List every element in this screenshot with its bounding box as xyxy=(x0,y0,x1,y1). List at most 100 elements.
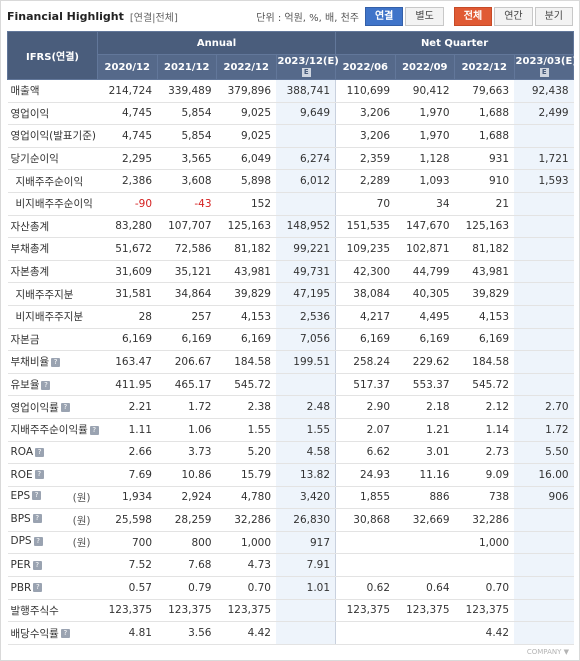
table-cell: 931 xyxy=(454,147,515,171)
table-cell: 6,169 xyxy=(454,328,515,352)
table-cell: 24.93 xyxy=(335,463,396,487)
help-icon[interactable]: ? xyxy=(34,470,44,480)
help-icon[interactable]: ? xyxy=(51,357,61,367)
table-cell xyxy=(514,282,574,306)
table-cell: 1,093 xyxy=(395,169,455,193)
table-cell: 32,286 xyxy=(454,508,515,532)
help-icon[interactable]: ? xyxy=(33,583,43,593)
table-cell: 738 xyxy=(454,486,515,510)
help-icon[interactable]: ? xyxy=(60,403,70,413)
table-cell: 6,169 xyxy=(395,328,455,352)
table-cell: 32,286 xyxy=(216,508,276,532)
table-cell: 1,688 xyxy=(454,124,515,148)
table-cell: 184.58 xyxy=(216,350,276,374)
table-cell: 39,829 xyxy=(216,282,276,306)
table-cell xyxy=(335,621,396,645)
table-cell: 2.12 xyxy=(454,395,515,419)
table-row: ROE? 7.69 10.86 15.79 13.82 24.93 11.16 9.09 16.… xyxy=(7,463,574,487)
table-cell: 2.07 xyxy=(335,418,396,442)
table-cell: 72,586 xyxy=(157,237,217,261)
table-row: 영업이익(발표기준) 4,745 5,854 9,025 3,206 1,970 1,688 xyxy=(7,124,574,148)
table-row: EPS? (원) 1,934 2,924 4,780 3,420 1,855 886 738 90… xyxy=(7,486,574,510)
column-header: 2022/06 xyxy=(335,54,396,80)
table-cell: 42,300 xyxy=(335,260,396,284)
table-cell: 6,169 xyxy=(97,328,157,352)
table-cell: 30,868 xyxy=(335,508,396,532)
table-cell: 125,163 xyxy=(454,215,515,239)
table-cell: 7,056 xyxy=(276,328,336,352)
table-cell: 123,375 xyxy=(335,599,396,623)
toggle-all-button[interactable]: 전체 xyxy=(453,6,493,26)
table-cell: 886 xyxy=(395,486,455,510)
table-cell: 0.70 xyxy=(216,576,276,600)
table-cell: 910 xyxy=(454,169,515,193)
row-label-cell: 유보율? xyxy=(7,373,98,397)
table-cell: 2.73 xyxy=(454,441,515,465)
help-icon[interactable]: ? xyxy=(41,380,51,390)
table-cell xyxy=(335,531,396,555)
panel-header: Financial Highlight [연결|전체] 단위 : 억원, %, … xyxy=(1,1,579,31)
table-cell: 7.91 xyxy=(276,553,336,578)
footer-label[interactable]: COMPANY ▼ xyxy=(526,648,569,656)
table-cell: 379,896 xyxy=(216,79,276,103)
toggle-separate-button[interactable]: 별도 xyxy=(405,6,444,26)
table-cell: 3,420 xyxy=(276,486,336,510)
table-cell: 411.95 xyxy=(97,373,157,397)
table-cell: 1.72 xyxy=(157,395,217,419)
row-label-cell: BPS? (원) xyxy=(7,508,98,532)
toggle-quarter-button[interactable]: 분기 xyxy=(534,6,573,26)
column-header: 2023/03(E)E xyxy=(513,54,577,80)
table-row: 자산총계 83,280 107,707 125,163 148,952 151,535 14… xyxy=(7,215,574,239)
won-unit-label: (원) xyxy=(72,491,91,504)
table-cell: 2,386 xyxy=(97,169,157,193)
table-cell: 5.50 xyxy=(514,441,574,465)
table-cell: 151,535 xyxy=(335,215,396,239)
help-icon[interactable]: ? xyxy=(60,629,70,639)
help-icon[interactable]: ? xyxy=(32,560,42,570)
table-cell: 90,412 xyxy=(395,79,455,103)
row-label: 자본금 xyxy=(10,333,40,346)
help-icon[interactable]: ? xyxy=(32,514,42,524)
table-cell xyxy=(514,508,574,532)
table-cell: 15.79 xyxy=(216,463,276,487)
row-label: 비지배주주지분 xyxy=(15,311,84,324)
table-cell xyxy=(514,260,574,284)
table-cell: 1,593 xyxy=(514,169,574,193)
table-row: 부채총계 51,672 72,586 81,182 99,221 109,235 102,8… xyxy=(7,237,574,261)
row-label: 자산총계 xyxy=(10,220,50,233)
row-label: 부채총계 xyxy=(10,243,50,256)
table-cell: 38,084 xyxy=(335,282,396,306)
help-icon[interactable]: ? xyxy=(35,447,45,457)
toggle-consolidated-button[interactable]: 연결 xyxy=(364,6,404,26)
column-header: 2022/12 xyxy=(454,54,515,80)
table-cell: 43,981 xyxy=(454,260,515,284)
table-row: PBR? 0.57 0.79 0.70 1.01 0.62 0.64 0.70 xyxy=(7,576,574,600)
table-cell: 2.66 xyxy=(97,441,157,465)
table-cell: 2,924 xyxy=(157,486,217,510)
table-cell: 110,699 xyxy=(335,79,396,103)
estimate-info-icon[interactable]: E xyxy=(301,67,311,77)
estimate-info-icon[interactable]: E xyxy=(539,67,549,77)
row-label-cell: 자산총계 xyxy=(7,215,98,239)
table-row: 자본총계 31,609 35,121 43,981 49,731 42,300 44,799… xyxy=(7,260,574,284)
panel-subtitle: [연결|전체] xyxy=(129,12,178,24)
table-cell: 5,898 xyxy=(216,169,276,193)
help-icon[interactable]: ? xyxy=(33,536,43,546)
table-cell: 11.16 xyxy=(395,463,455,487)
row-label: 매출액 xyxy=(10,85,40,98)
table-cell: 1,721 xyxy=(514,147,574,171)
table-corner-label: IFRS(연결) xyxy=(7,31,98,80)
table-cell: 545.72 xyxy=(216,373,276,397)
table-cell: 4,745 xyxy=(97,102,157,126)
table-cell: 1,688 xyxy=(454,102,515,126)
table-cell: 4.42 xyxy=(216,621,276,645)
column-header-label: 2023/12(E) xyxy=(277,56,339,67)
table-cell: 2.38 xyxy=(216,395,276,419)
table-cell: 1,970 xyxy=(395,124,455,148)
help-icon[interactable]: ? xyxy=(32,491,42,501)
toggle-annual-button[interactable]: 연간 xyxy=(494,6,533,26)
table-cell: 9,025 xyxy=(216,124,276,148)
table-row: 지배주주순이익률? 1.11 1.06 1.55 1.55 2.07 1.21 1.14 1.7… xyxy=(7,418,574,442)
table-cell: 906 xyxy=(514,486,574,510)
help-icon[interactable]: ? xyxy=(89,425,99,435)
